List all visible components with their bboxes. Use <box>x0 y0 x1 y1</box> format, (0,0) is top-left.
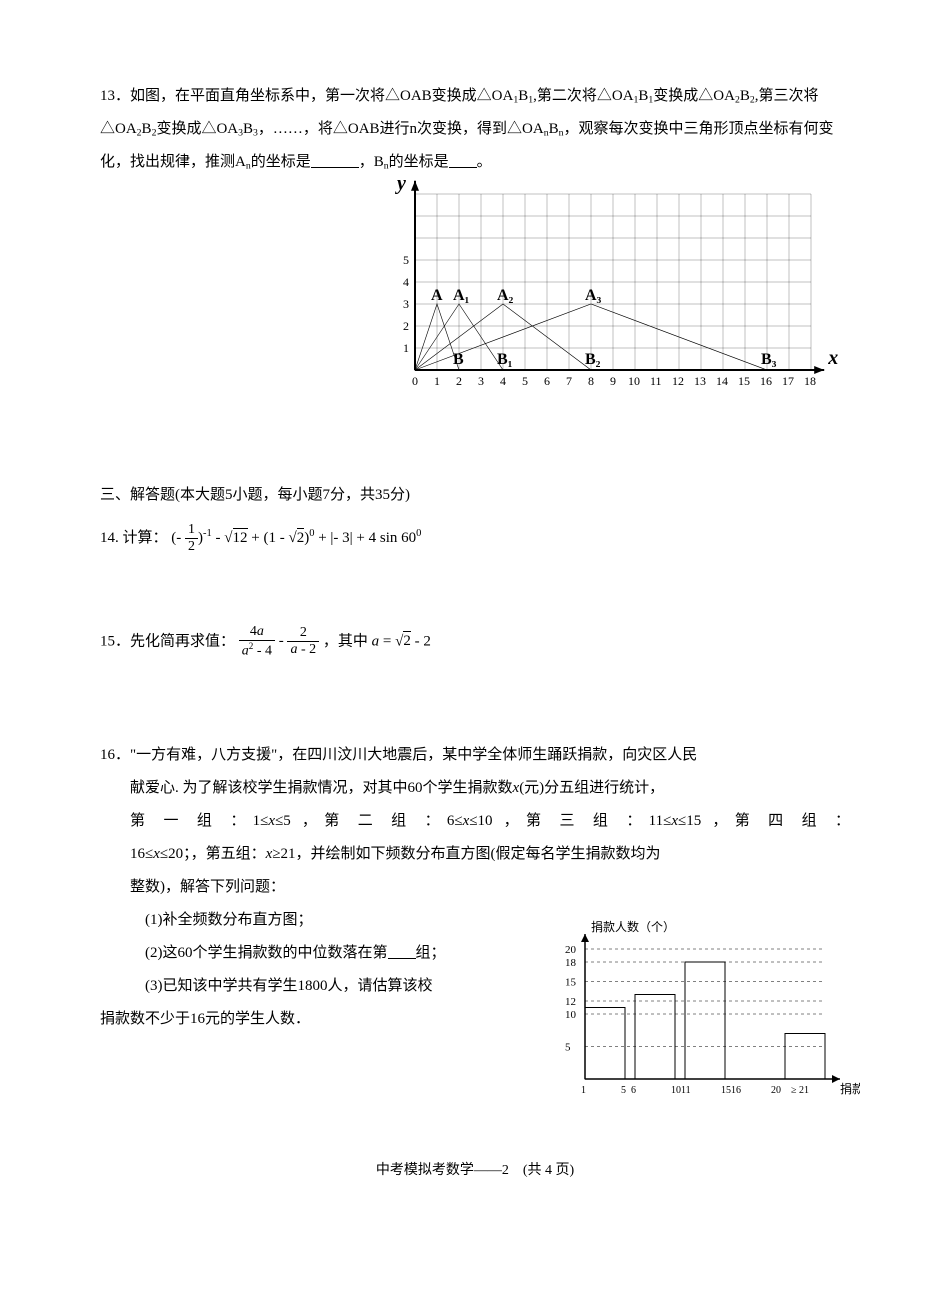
svg-text:3: 3 <box>403 297 409 311</box>
svg-text:12: 12 <box>672 374 684 388</box>
svg-text:16: 16 <box>731 1085 741 1096</box>
svg-text:B₃: B₃ <box>761 351 777 368</box>
svg-text:14: 14 <box>716 374 728 388</box>
svg-text:y: y <box>395 173 406 195</box>
blank-Bn[interactable] <box>449 152 477 168</box>
svg-text:B: B <box>453 351 464 368</box>
q16-histogram: 51012151820捐款人数（个）1561011151620≥ 21捐款数（元… <box>530 914 860 1127</box>
svg-text:5: 5 <box>522 374 528 388</box>
svg-text:1: 1 <box>581 1085 586 1096</box>
svg-text:2: 2 <box>403 319 409 333</box>
question-13: 13．如图，在平面直角坐标系中，第一次将△OAB变换成△OA1B1,第二次将△O… <box>100 80 850 179</box>
svg-text:11: 11 <box>681 1085 691 1096</box>
svg-text:18: 18 <box>804 374 816 388</box>
svg-text:A₃: A₃ <box>585 287 602 304</box>
svg-text:3: 3 <box>478 374 484 388</box>
svg-text:5: 5 <box>403 253 409 267</box>
svg-text:20: 20 <box>565 944 577 956</box>
svg-text:2: 2 <box>456 374 462 388</box>
svg-text:捐款数（元）: 捐款数（元） <box>840 1081 860 1096</box>
svg-text:6: 6 <box>544 374 550 388</box>
svg-text:1: 1 <box>403 341 409 355</box>
svg-text:捐款人数（个）: 捐款人数（个） <box>591 919 675 934</box>
svg-text:10: 10 <box>565 1009 577 1021</box>
svg-text:8: 8 <box>588 374 594 388</box>
svg-text:15: 15 <box>721 1085 731 1096</box>
svg-text:11: 11 <box>650 374 662 388</box>
svg-text:B₁: B₁ <box>497 351 513 368</box>
svg-text:5: 5 <box>621 1085 626 1096</box>
svg-text:x: x <box>827 347 838 369</box>
svg-text:12: 12 <box>565 996 576 1008</box>
svg-text:0: 0 <box>412 374 418 388</box>
svg-text:4: 4 <box>500 374 506 388</box>
q13-text-run: 13．如图，在平面直角坐标系中，第一次将△OAB变换成△OA1B1,第二次将△O… <box>100 88 834 170</box>
section-3-heading: 三、解答题(本大题5小题，每小题7分，共35分) <box>100 479 850 512</box>
svg-text:15: 15 <box>738 374 750 388</box>
svg-text:15: 15 <box>565 976 577 988</box>
q15-formula: 4aa2 - 4 - 2a - 2 <box>239 633 323 649</box>
svg-text:5: 5 <box>565 1041 571 1053</box>
svg-text:6: 6 <box>631 1085 636 1096</box>
q13-text: 13．如图，在平面直角坐标系中，第一次将△OAB变换成△OA1B1,第二次将△O… <box>100 80 850 179</box>
svg-text:4: 4 <box>403 275 409 289</box>
blank-median-group[interactable] <box>388 943 416 959</box>
svg-text:17: 17 <box>782 374 794 388</box>
svg-text:13: 13 <box>694 374 706 388</box>
svg-text:9: 9 <box>610 374 616 388</box>
svg-text:B₂: B₂ <box>585 351 601 368</box>
blank-An[interactable] <box>311 152 359 168</box>
svg-text:A: A <box>431 287 443 304</box>
q13-coordinate-chart: yx012345678910111213141516171812345AA₁A₂… <box>375 170 850 418</box>
question-16: 16．"一方有难，八方支援"，在四川汶川大地震后，某中学全体师生踊跃捐款，向灾区… <box>100 739 850 1036</box>
svg-text:10: 10 <box>671 1085 681 1096</box>
svg-text:20: 20 <box>771 1085 781 1096</box>
question-15: 15．先化简再求值： 4aa2 - 4 - 2a - 2 ，其中 a = √2 … <box>100 625 850 659</box>
svg-text:≥ 21: ≥ 21 <box>791 1085 809 1096</box>
svg-text:1: 1 <box>434 374 440 388</box>
svg-text:A₁: A₁ <box>453 287 470 304</box>
page-footer: 中考模拟考数学——2 (共 4 页) <box>100 1156 850 1187</box>
svg-text:7: 7 <box>566 374 572 388</box>
q14-formula: (- 12)-1 - √12 + (1 - √2)0 + |- 3| + 4 s… <box>171 530 421 546</box>
svg-text:18: 18 <box>565 957 577 969</box>
svg-text:16: 16 <box>760 374 772 388</box>
svg-text:A₂: A₂ <box>497 287 514 304</box>
svg-text:10: 10 <box>628 374 640 388</box>
question-14: 14. 计算： (- 12)-1 - √12 + (1 - √2)0 + |- … <box>100 522 850 555</box>
